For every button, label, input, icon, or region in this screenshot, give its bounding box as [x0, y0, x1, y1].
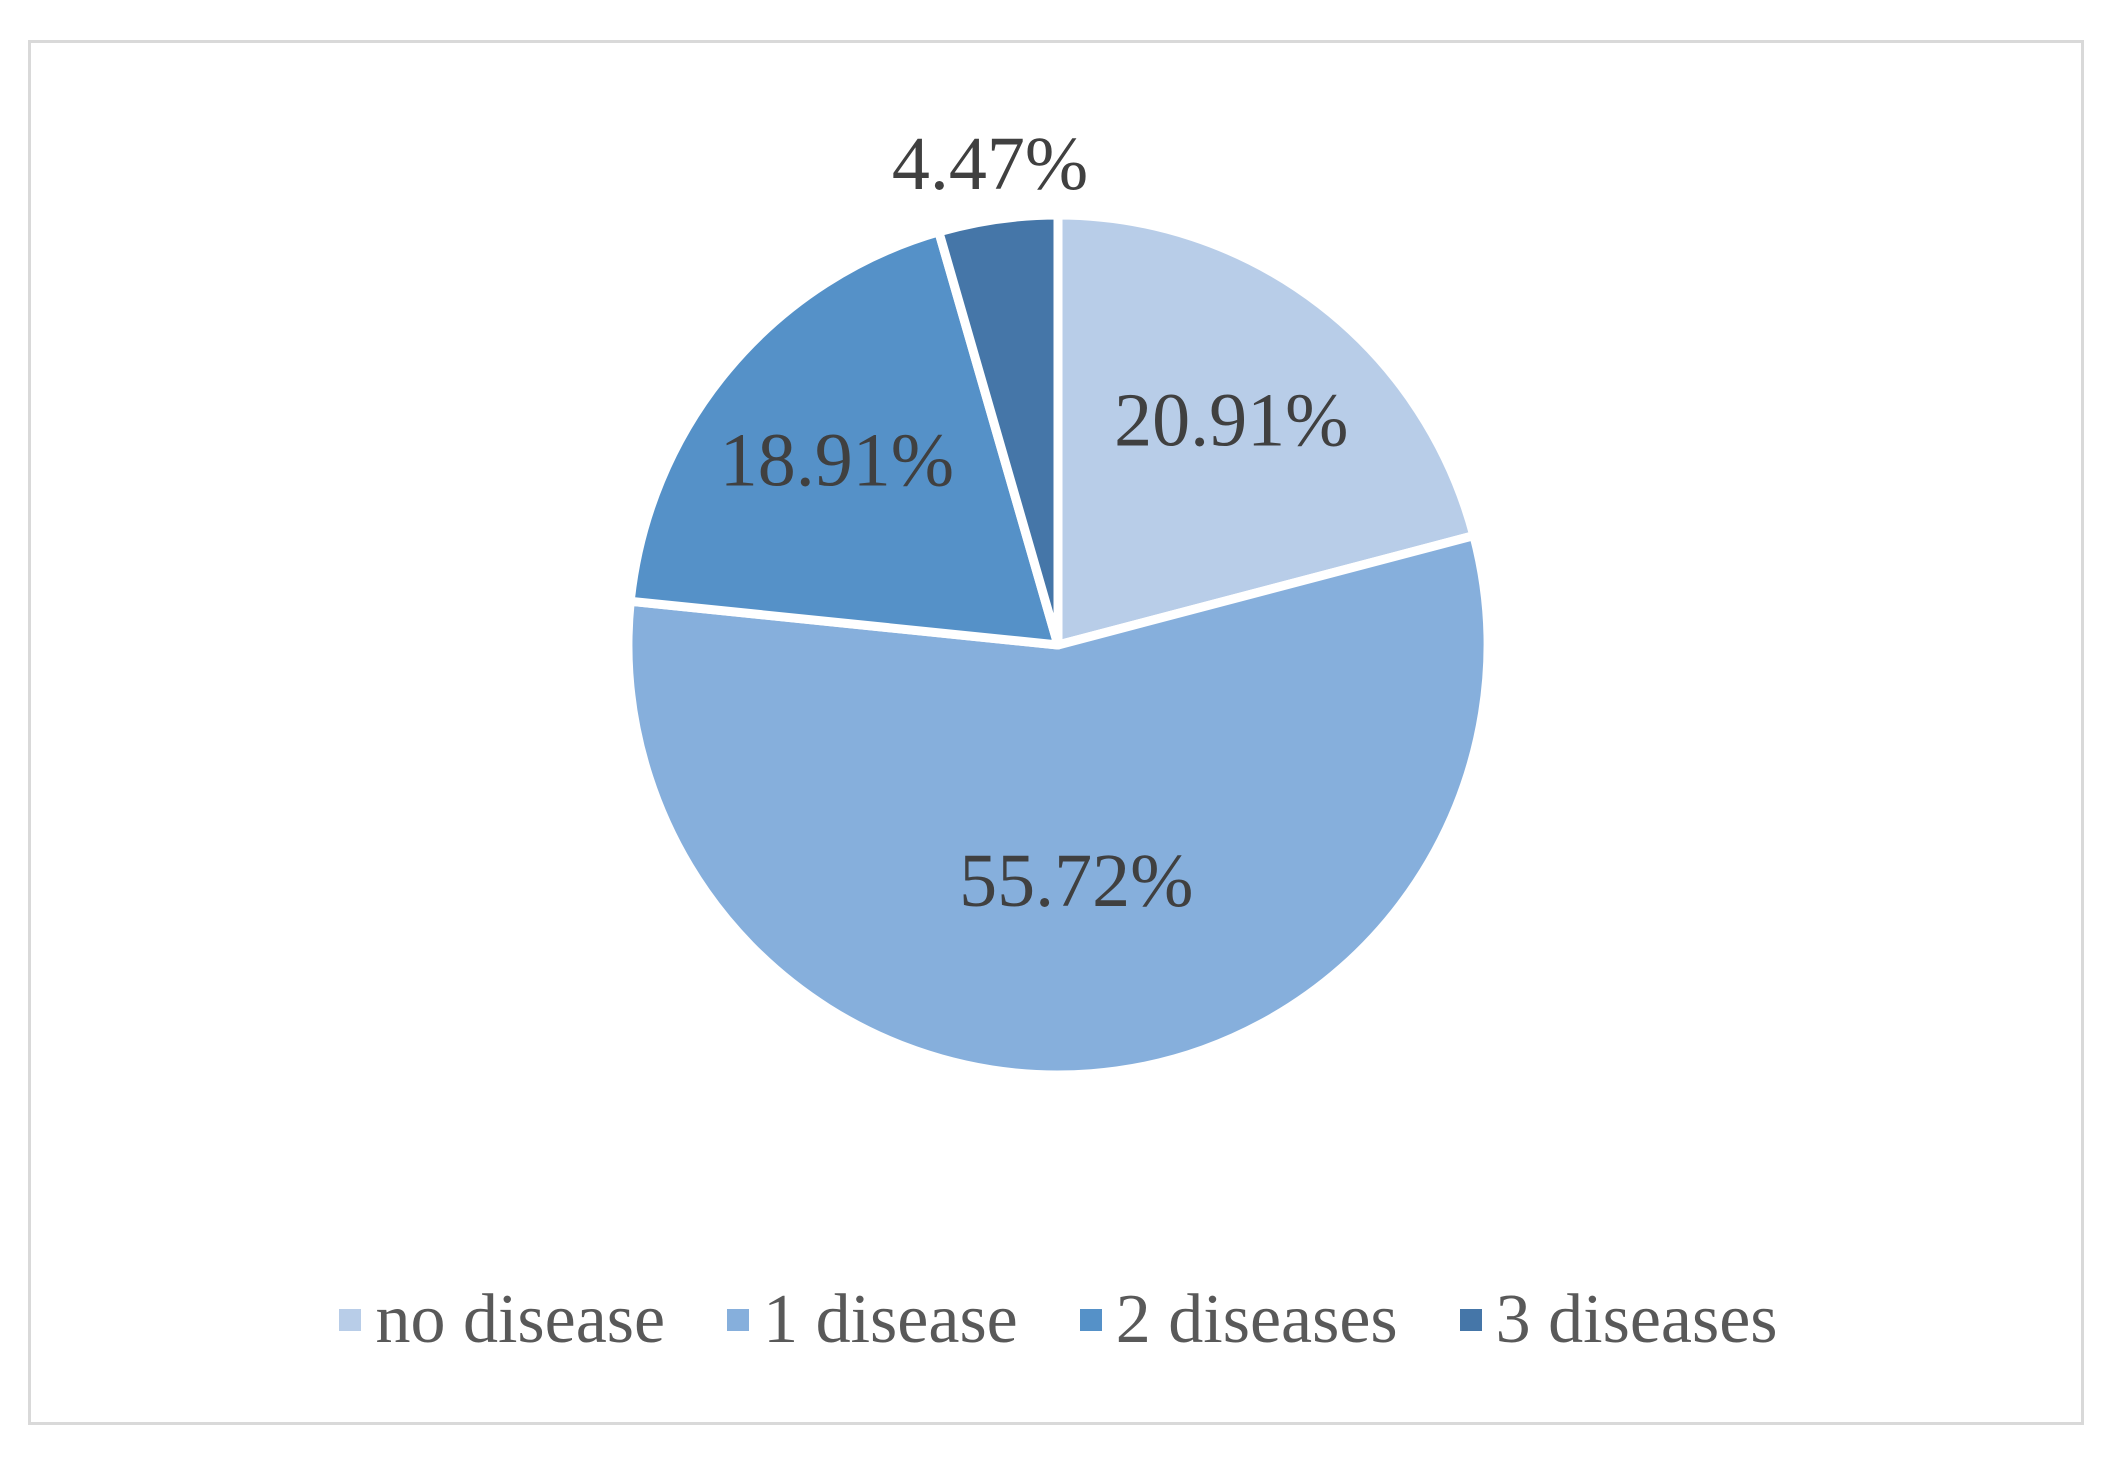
legend-item-no-disease: no disease: [339, 1285, 665, 1355]
pie-slice-no-disease: [1053, 210, 1479, 650]
legend-item-1-disease: 1 disease: [727, 1285, 1018, 1355]
legend-swatch: [339, 1309, 362, 1331]
legend-swatch: [727, 1309, 750, 1331]
legend-label: no disease: [375, 1281, 666, 1358]
data-label-3-diseases: 4.47%: [892, 122, 1088, 206]
legend: no disease 1 disease 2 diseases 3 diseas…: [0, 1275, 2117, 1365]
legend-item-2-diseases: 2 diseases: [1079, 1281, 1398, 1358]
pie-slice-1-disease: [623, 531, 1493, 1080]
pie-slice-2-diseases: [625, 227, 1063, 650]
legend-swatch: [1079, 1309, 1102, 1331]
legend-label: 3 diseases: [1495, 1281, 1778, 1358]
data-label-1-disease: 55.72%: [959, 839, 1193, 923]
data-label-no-disease: 20.91%: [1114, 378, 1348, 462]
legend-item-3-diseases: 3 diseases: [1459, 1281, 1778, 1358]
legend-swatch: [1459, 1309, 1482, 1331]
legend-label: 2 diseases: [1115, 1281, 1398, 1358]
legend-label: 1 disease: [763, 1281, 1018, 1358]
pie-slice-3-diseases: [934, 210, 1063, 650]
data-label-2-diseases: 18.91%: [720, 418, 954, 502]
